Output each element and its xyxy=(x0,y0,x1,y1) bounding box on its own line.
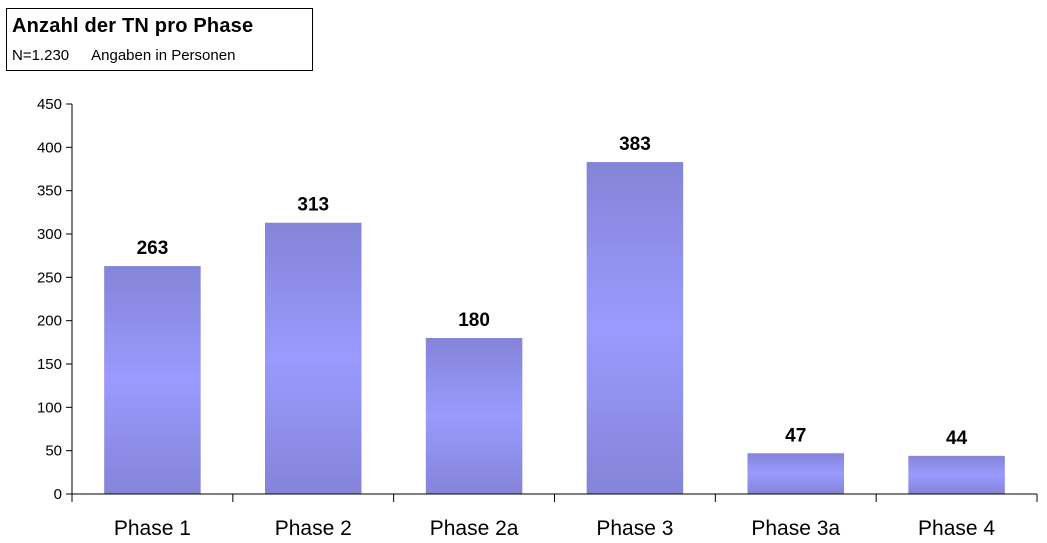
y-tick-label-100: 100 xyxy=(37,399,62,416)
bar-3 xyxy=(425,338,523,494)
category-label-4: Phase 3 xyxy=(596,517,673,540)
category-label-5: Phase 3a xyxy=(751,517,840,540)
bar-6 xyxy=(908,455,1005,494)
data-label-1: 263 xyxy=(137,238,169,259)
sample-size-label: N=1.230 xyxy=(12,47,70,64)
bar-5 xyxy=(747,453,844,494)
y-tick-label-0: 0 xyxy=(54,486,62,503)
bars-group xyxy=(104,162,1005,495)
data-label-5: 47 xyxy=(785,425,806,446)
data-label-6: 44 xyxy=(946,428,968,449)
unit-label: Angaben in Personen xyxy=(91,47,236,64)
bar-1 xyxy=(104,266,201,494)
data-label-3: 180 xyxy=(458,310,490,331)
y-tick-label-450: 450 xyxy=(37,96,62,113)
y-tick-label-150: 150 xyxy=(37,356,62,373)
bar-4 xyxy=(586,162,684,495)
chart-subtitle: N=1.230 Angaben in Personen xyxy=(12,47,235,64)
data-label-4: 383 xyxy=(619,134,651,155)
bar-2 xyxy=(265,222,362,494)
category-label-1: Phase 1 xyxy=(114,517,191,540)
category-label-6: Phase 4 xyxy=(918,517,995,540)
labels-group: 263 313 180 383 47 44 0 50 100 150 200 250 300 350 400… xyxy=(37,96,995,540)
y-tick-label-250: 250 xyxy=(37,269,62,286)
data-label-2: 313 xyxy=(297,195,329,216)
category-label-3: Phase 2a xyxy=(430,517,519,540)
y-tick-label-50: 50 xyxy=(45,443,62,460)
y-tick-label-200: 200 xyxy=(37,313,62,330)
y-tick-label-350: 350 xyxy=(37,183,62,200)
chart-title: Anzahl der TN pro Phase xyxy=(12,15,254,37)
y-tick-label-400: 400 xyxy=(37,139,62,156)
category-label-2: Phase 2 xyxy=(275,517,352,540)
y-tick-label-300: 300 xyxy=(37,226,62,243)
chart-title-box: Anzahl der TN pro Phase N=1.230 Angaben i… xyxy=(6,8,313,71)
axes-group xyxy=(66,103,1038,502)
